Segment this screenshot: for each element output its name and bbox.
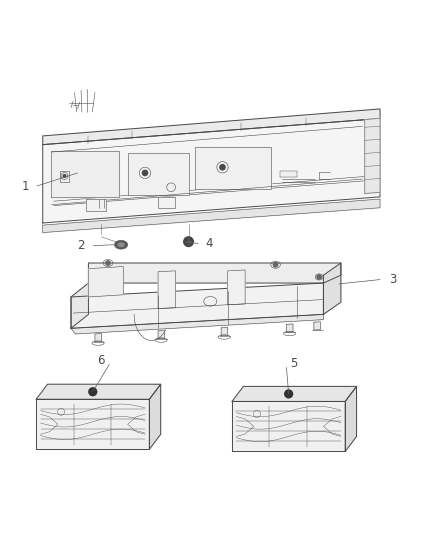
- Circle shape: [63, 175, 66, 177]
- Polygon shape: [36, 384, 161, 399]
- Polygon shape: [149, 384, 161, 449]
- Circle shape: [106, 261, 110, 265]
- Polygon shape: [95, 334, 102, 342]
- Polygon shape: [280, 171, 297, 177]
- Circle shape: [317, 275, 321, 279]
- Polygon shape: [127, 154, 188, 195]
- Polygon shape: [323, 263, 341, 314]
- Polygon shape: [88, 266, 123, 297]
- Polygon shape: [195, 147, 271, 189]
- Polygon shape: [286, 324, 293, 332]
- Polygon shape: [232, 386, 357, 401]
- Polygon shape: [43, 109, 380, 144]
- Text: 6: 6: [97, 354, 104, 367]
- Polygon shape: [51, 151, 119, 197]
- Text: 5: 5: [290, 357, 297, 370]
- Text: 1: 1: [21, 180, 29, 193]
- Polygon shape: [228, 270, 245, 305]
- Polygon shape: [36, 399, 149, 449]
- Polygon shape: [232, 401, 345, 451]
- Text: 2: 2: [77, 239, 85, 252]
- Polygon shape: [158, 197, 176, 208]
- Ellipse shape: [117, 242, 125, 247]
- Circle shape: [184, 237, 193, 246]
- Circle shape: [220, 165, 225, 170]
- Circle shape: [142, 171, 148, 175]
- Polygon shape: [365, 118, 380, 193]
- Circle shape: [285, 390, 293, 398]
- Circle shape: [89, 388, 97, 395]
- Text: 4: 4: [206, 237, 213, 251]
- Polygon shape: [71, 314, 323, 334]
- Circle shape: [273, 263, 278, 267]
- Polygon shape: [86, 199, 106, 211]
- Polygon shape: [88, 263, 341, 283]
- Polygon shape: [43, 118, 380, 223]
- Polygon shape: [314, 322, 321, 330]
- Ellipse shape: [115, 240, 127, 249]
- Polygon shape: [71, 283, 323, 328]
- Polygon shape: [43, 199, 380, 232]
- Text: 3: 3: [389, 273, 397, 286]
- Polygon shape: [158, 330, 165, 339]
- Polygon shape: [71, 283, 88, 328]
- Polygon shape: [221, 327, 228, 336]
- Polygon shape: [158, 271, 176, 309]
- Polygon shape: [345, 386, 357, 451]
